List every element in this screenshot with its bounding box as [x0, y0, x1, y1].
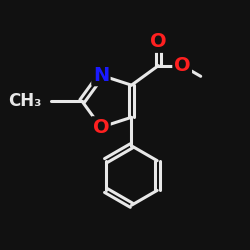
Text: N: N — [93, 66, 109, 85]
Text: O: O — [92, 118, 109, 137]
Text: O: O — [174, 56, 190, 75]
Text: O: O — [150, 32, 167, 51]
Text: CH₃: CH₃ — [8, 92, 42, 110]
